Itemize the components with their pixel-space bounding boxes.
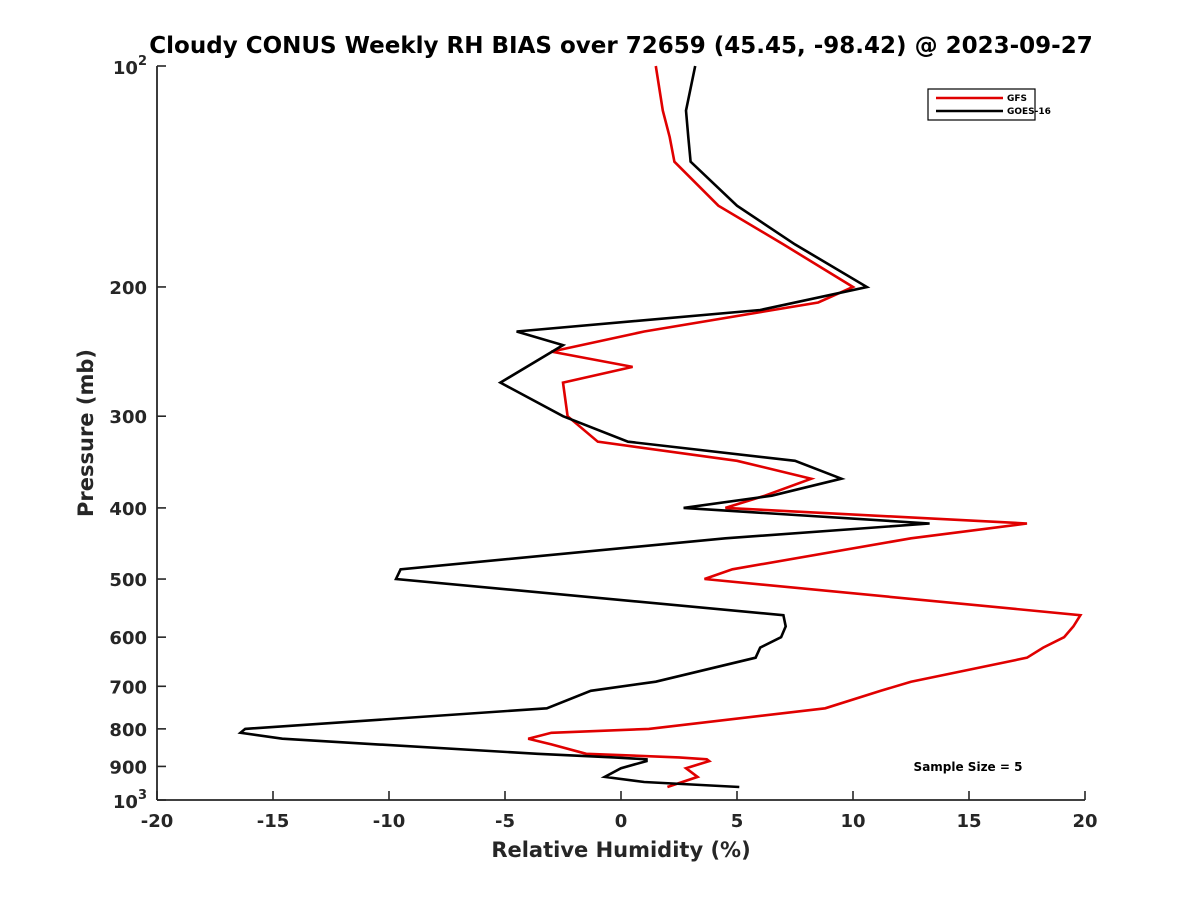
y-axis-label: Pressure (mb) (74, 349, 98, 517)
legend-label-goes16: GOES-16 (1007, 107, 1051, 117)
y-tick-label: 400 (109, 499, 147, 520)
x-axis-label: Relative Humidity (%) (491, 838, 750, 862)
chart-title: Cloudy CONUS Weekly RH BIAS over 72659 (… (149, 33, 1092, 59)
legend: GFS GOES-16 (927, 88, 1051, 121)
y-tick-label: 200 (109, 278, 147, 299)
x-tick-label: -10 (373, 811, 406, 832)
y-tick-label: 700 (109, 677, 147, 698)
x-tick-label: 5 (731, 811, 744, 832)
y-tick-label: 900 (109, 757, 147, 778)
x-tick-label: -15 (257, 811, 290, 832)
x-tick-label: 0 (615, 811, 628, 832)
y-tick-label: 102 (113, 54, 147, 79)
sample-size-annotation: Sample Size = 5 (914, 760, 1023, 774)
x-tick-label: 15 (956, 811, 981, 832)
series-line-gfs (527, 65, 1083, 789)
series-line-goes16 (237, 65, 930, 789)
x-tick-label: 20 (1072, 811, 1097, 832)
plot-area: -20 -15 -10 -5 0 5 10 15 20 102 200 300 400 500 600 700… (109, 54, 1097, 832)
x-tick-label: -20 (141, 811, 174, 832)
y-tick-label: 500 (109, 570, 147, 591)
y-tick-label: 300 (109, 407, 147, 428)
x-tick-label: 10 (840, 811, 865, 832)
y-tick-label: 103 (113, 788, 147, 813)
y-tick-label: 600 (109, 628, 147, 649)
legend-label-gfs: GFS (1007, 94, 1027, 104)
legend-box (927, 88, 1036, 121)
y-tick-label: 800 (109, 720, 147, 741)
x-tick-label: -5 (495, 811, 515, 832)
